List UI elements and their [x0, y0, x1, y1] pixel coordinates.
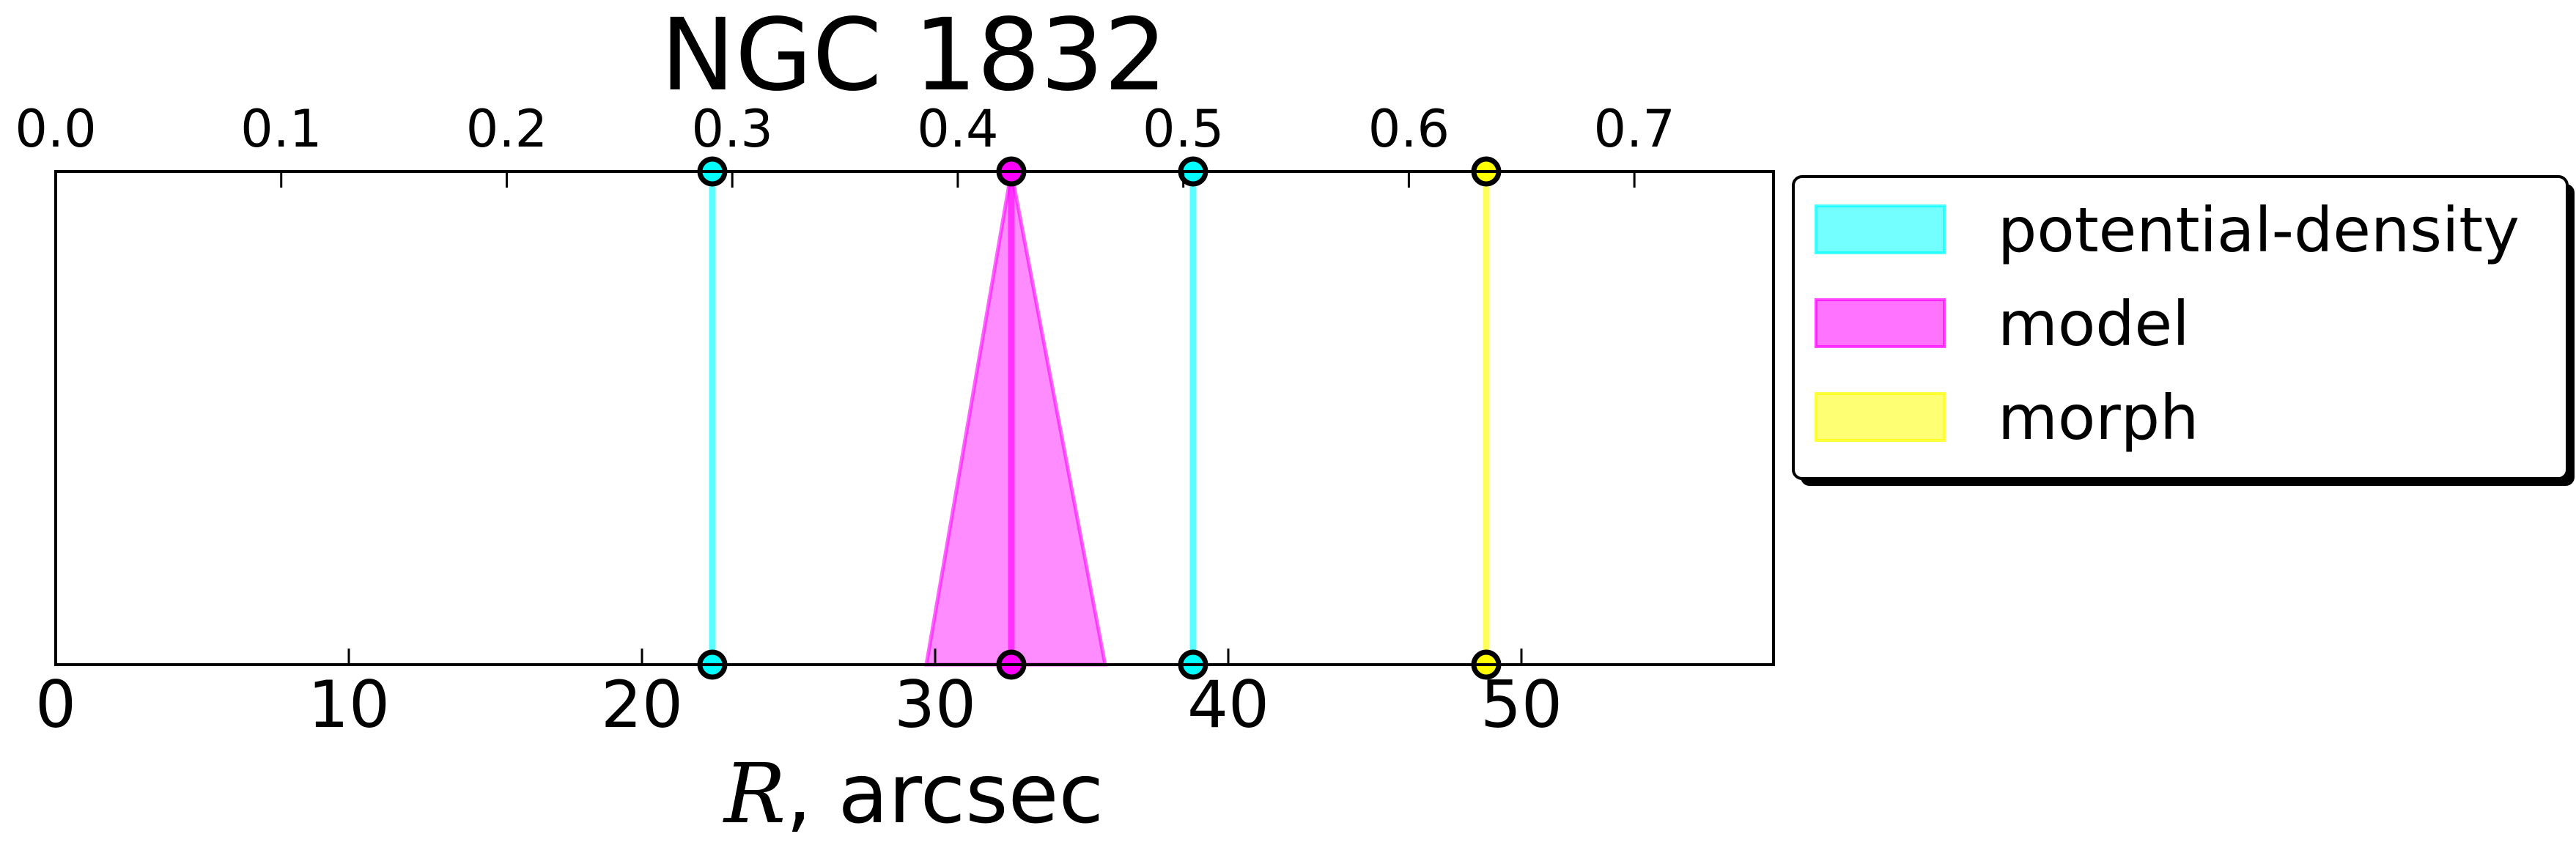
legend-entries: potential-density model morph [1815, 194, 2520, 454]
legend-label-morph: morph [1998, 382, 2199, 454]
plot-frame [54, 170, 1775, 666]
chart-title: NGC 1832 [660, 0, 1167, 114]
tick-layer [54, 171, 1636, 665]
top-tick-label: 0.1 [240, 99, 322, 159]
x-tick-label: 50 [1480, 667, 1562, 742]
x-axis-label-variable: R [723, 747, 786, 842]
x-axis-label-unit: , arcsec [786, 747, 1104, 842]
top-tick-label: 0.4 [917, 99, 998, 159]
legend-label-model: model [1998, 288, 2190, 360]
series-layer [709, 171, 1490, 667]
top-tick-label: 0.5 [1143, 99, 1224, 159]
x-axis-label: R, arcsec [723, 747, 1104, 842]
legend-box [1792, 175, 2569, 480]
x-tick-label: 10 [308, 667, 390, 742]
legend: potential-density model morph [1792, 175, 2569, 480]
x-tick-label: 20 [601, 667, 683, 742]
top-tick-label: 0.3 [692, 99, 773, 159]
top-tick-label: 0.2 [466, 99, 547, 159]
top-tick-label: 0.7 [1593, 99, 1675, 159]
plot-area [56, 171, 1774, 665]
x-tick-label: 30 [894, 667, 976, 742]
legend-swatch-potential-density [1815, 204, 1946, 254]
x-tick-labels: 0 10 20 30 40 50 [35, 667, 1562, 742]
x-tick-label: 40 [1187, 667, 1269, 742]
legend-swatch-morph [1815, 392, 1946, 442]
top-tick-label: 0.6 [1368, 99, 1450, 159]
top-tick-labels: 0.0 0.1 0.2 0.3 0.4 0.5 0.6 0.7 [15, 99, 1675, 159]
top-tick-label: 0.0 [15, 99, 96, 159]
legend-label-potential-density: potential-density [1998, 194, 2520, 266]
x-tick-label: 0 [35, 667, 76, 742]
legend-swatch-model [1815, 298, 1946, 348]
